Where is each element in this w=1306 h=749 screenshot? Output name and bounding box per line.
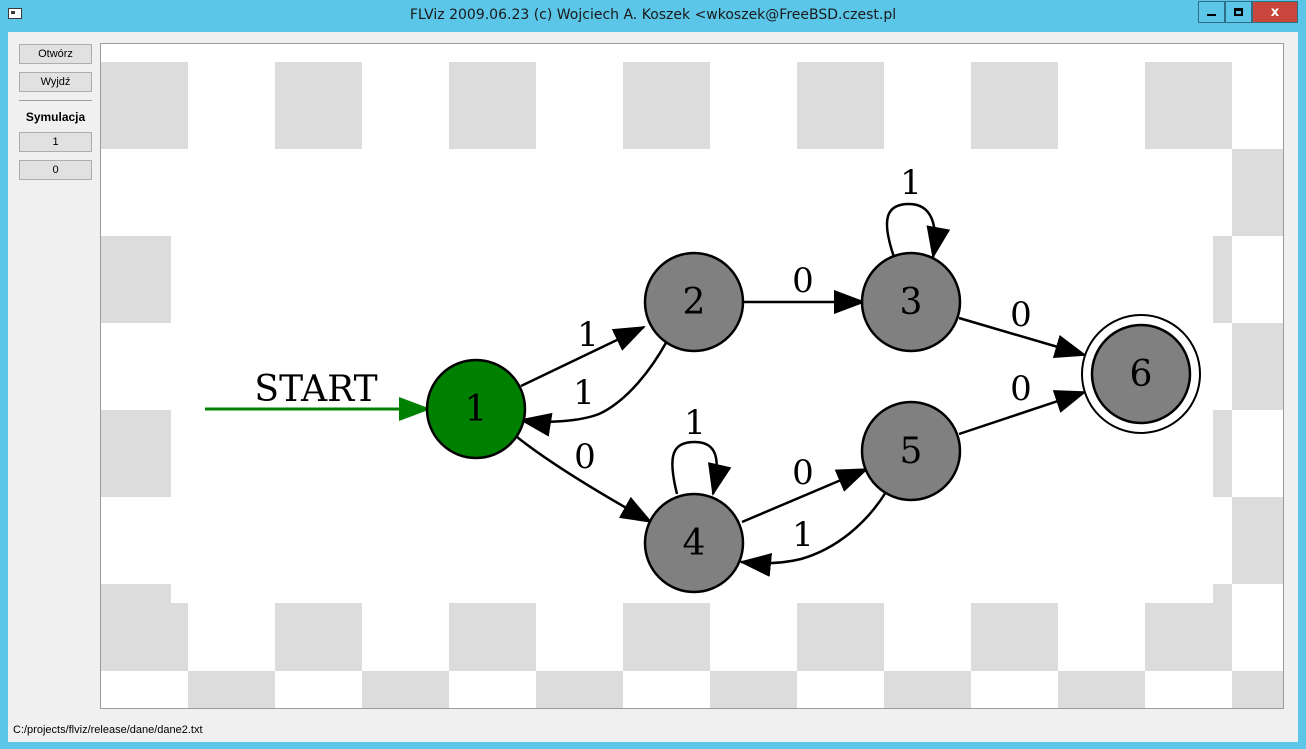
sidebar-separator — [19, 100, 92, 101]
maximize-button[interactable] — [1225, 1, 1252, 23]
minimize-button[interactable] — [1198, 1, 1225, 23]
edge-1-to-2 — [520, 325, 646, 388]
state-node-4: 4 — [643, 492, 745, 594]
edge-1-to-2-label: 1 — [577, 315, 599, 355]
edge-1-to-4 — [516, 436, 653, 524]
edge-5-to-6-label: 0 — [1010, 369, 1032, 409]
state-node-1: 1 — [425, 358, 527, 460]
open-button[interactable]: Otwórz — [19, 44, 92, 64]
edge-2-to-1-label: 1 — [573, 373, 595, 413]
edge-5-to-4 — [739, 491, 888, 577]
window-title: FLViz 2009.06.23 (c) Wojciech A. Koszek … — [409, 7, 897, 23]
minimize-icon — [1207, 14, 1216, 16]
state-label-6: 6 — [1130, 354, 1153, 395]
app-icon[interactable] — [8, 8, 22, 19]
edge-3-to-6 — [958, 316, 1087, 359]
state-node-5: 5 — [860, 400, 962, 502]
edge-5-to-6 — [958, 390, 1087, 436]
edge-4-loop-label: 1 — [684, 403, 706, 443]
state-node-6: 6 — [1081, 314, 1201, 434]
window-border — [1298, 32, 1306, 749]
state-circle-4 — [643, 492, 745, 594]
state-circle-3 — [860, 251, 962, 353]
close-button[interactable]: x — [1252, 1, 1298, 23]
state-node-3: 3 — [860, 251, 962, 353]
main-window: Otwórz Wyjdź Symulacja 1 0 START — [8, 32, 1298, 742]
automaton-graph: START 1 1 0 0 1 0 1 0 1 0 1 2 3 4 5 6 — [101, 62, 1283, 708]
simulation-heading: Symulacja — [25, 110, 86, 124]
edge-3-loop-label: 1 — [900, 163, 922, 203]
edge-4-to-5 — [741, 467, 869, 524]
edge-1-to-4-label: 0 — [574, 437, 596, 477]
sim-input-1-button[interactable]: 1 — [19, 132, 92, 152]
sim-input-0-button[interactable]: 0 — [19, 160, 92, 180]
state-label-5: 5 — [900, 431, 923, 472]
state-label-3: 3 — [900, 282, 923, 323]
maximize-icon — [1234, 8, 1243, 16]
state-label-4: 4 — [683, 523, 706, 564]
edge-2-to-1 — [519, 340, 669, 437]
state-label-1: 1 — [465, 389, 488, 430]
exit-button[interactable]: Wyjdź — [19, 72, 92, 92]
state-label-2: 2 — [683, 282, 706, 323]
status-file-path: C:/projects/flviz/release/dane/dane2.txt — [13, 724, 203, 736]
graph-canvas[interactable]: START 1 1 0 0 1 0 1 0 1 0 1 2 3 4 5 6 — [100, 43, 1284, 709]
start-label: START — [254, 369, 377, 410]
edge-3-loop — [885, 202, 951, 259]
state-circle-2 — [643, 251, 745, 353]
title-bar: FLViz 2009.06.23 (c) Wojciech A. Koszek … — [0, 0, 1306, 32]
state-circle-6 — [1090, 323, 1192, 425]
edge-4-loop — [671, 440, 732, 496]
edge-5-to-4-label: 1 — [792, 515, 814, 555]
edge-3-to-6-label: 0 — [1010, 295, 1032, 335]
state-node-2: 2 — [643, 251, 745, 353]
state-circle-5 — [860, 400, 962, 502]
edge-2-to-3-label: 0 — [792, 261, 814, 301]
edge-4-to-5-label: 0 — [792, 453, 814, 493]
state-circle-1 — [425, 358, 527, 460]
close-icon: x — [1270, 4, 1280, 20]
